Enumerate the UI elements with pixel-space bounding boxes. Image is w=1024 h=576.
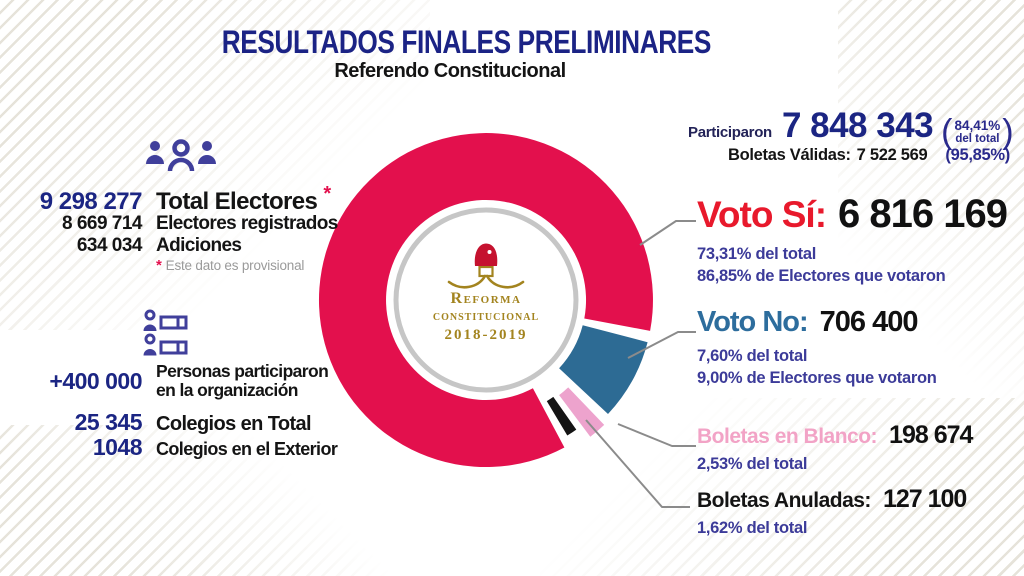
asterisk: * xyxy=(156,257,162,274)
participation-label: Participaron xyxy=(688,124,772,141)
stat-value: 634 034 xyxy=(76,235,143,256)
result-row: Voto No: 706 400 xyxy=(697,306,937,339)
result-label: Boletas Anuladas: xyxy=(697,489,871,512)
result-row: Boletas en Blanco: 198 674 xyxy=(697,421,973,450)
valid-ballots-value: 7 522 569 xyxy=(856,146,928,164)
stat-value: 9 298 277 xyxy=(39,188,143,215)
page-title-text: RESULTADOS FINALES PRELIMINARES xyxy=(221,24,711,60)
result-label: Voto No: xyxy=(697,306,809,338)
page-subtitle: Referendo Constitucional xyxy=(334,60,566,82)
logo-line1: Reforma xyxy=(450,290,522,307)
participation-percent: ( 84,41% del total ) xyxy=(941,113,1014,151)
stat-adiciones: 634 034 Adiciones xyxy=(30,235,242,257)
result-voto-no: Voto No: 706 400 7,60% del total 9,00% d… xyxy=(697,306,937,389)
pct-of-total: 2,53% del total xyxy=(697,455,808,473)
participation-pct: 84,41% xyxy=(954,117,1001,133)
pct-of-voters: 86,85% de Electores que votaron xyxy=(697,267,946,285)
participation-pct-caption: del total xyxy=(955,132,1000,145)
result-value: 127 100 xyxy=(882,485,967,513)
stat-label-text: Total Electores xyxy=(156,188,318,215)
stat-label: Colegios en el Exterior xyxy=(156,439,338,459)
result-value: 198 674 xyxy=(889,421,973,449)
result-label: Boletas en Blanco: xyxy=(697,425,878,448)
phrygian-cap-icon xyxy=(447,243,525,289)
stat-electores-registrados: 8 669 714 Electores registrados xyxy=(30,213,338,235)
stat-label: Adiciones xyxy=(156,235,242,256)
connector-voto-no xyxy=(627,331,696,359)
result-row: Voto Sí: 6 816 169 xyxy=(697,192,1008,237)
pct-of-total: 7,60% del total xyxy=(697,347,808,365)
three-people-icon xyxy=(143,137,219,180)
stat-colegios-exterior: 1048 Colegios en el Exterior xyxy=(30,434,338,461)
stripes-top-right xyxy=(838,0,1024,420)
result-boletas-blanco: Boletas en Blanco: 198 674 2,53% del tot… xyxy=(697,421,973,475)
stat-label: Colegios en Total xyxy=(156,413,312,435)
center-logo: Reforma constitucional 2018-2019 xyxy=(386,289,586,345)
participation-summary: Participaron 7 848 343 ( 84,41% del tota… xyxy=(688,106,1014,151)
participation-value: 7 848 343 xyxy=(781,106,934,145)
result-boletas-anuladas: Boletas Anuladas: 127 100 1,62% del tota… xyxy=(697,485,967,539)
pct-of-voters: 9,00% de Electores que votaron xyxy=(697,369,937,387)
page-title: RESULTADOS FINALES PRELIMINARES xyxy=(106,24,826,61)
pct-of-total: 73,31% del total xyxy=(697,245,816,263)
stat-label: Personas participaron en la organización xyxy=(156,361,329,400)
stat-total-electores: 9 298 277 Total Electores * xyxy=(30,183,331,216)
footnote-text: Este dato es provisional xyxy=(165,258,305,273)
stat-value: 25 345 xyxy=(74,409,143,435)
stat-colegios-total: 25 345 Colegios en Total xyxy=(30,409,312,436)
paren-open: ( xyxy=(941,113,953,151)
result-label: Voto Sí: xyxy=(697,194,827,235)
valid-ballots-label: Boletas Válidas: xyxy=(728,146,851,164)
stat-value: 1048 xyxy=(92,434,143,460)
valid-ballots-percent: (95,85%) xyxy=(945,146,1010,164)
stat-label-line2: en la organización xyxy=(156,380,298,400)
result-row: Boletas Anuladas: 127 100 xyxy=(697,485,967,514)
stat-value: +400 000 xyxy=(49,367,142,394)
valid-ballots-summary: Boletas Válidas: 7 522 569 (95,85%) xyxy=(728,146,1010,165)
stat-value: 8 669 714 xyxy=(61,213,143,234)
stripes-fade xyxy=(838,0,1024,420)
stat-personas-organizacion: +400 000 Personas participaron en la org… xyxy=(30,362,328,400)
result-value: 6 816 169 xyxy=(838,192,1008,236)
people-with-lists-icon xyxy=(142,308,194,365)
result-value: 706 400 xyxy=(819,306,919,338)
stat-label: Electores registrados xyxy=(156,213,338,234)
stat-label: Total Electores * xyxy=(156,183,331,216)
result-voto-si: Voto Sí: 6 816 169 73,31% del total 86,8… xyxy=(697,192,1008,287)
participation-percent-text: 84,41% del total xyxy=(954,117,1001,146)
footnote-provisional: * Este dato es provisional xyxy=(156,257,304,274)
pct-of-total: 1,62% del total xyxy=(697,519,808,537)
asterisk: * xyxy=(323,183,331,205)
paren-close: ) xyxy=(1002,113,1014,151)
logo-line2: constitucional xyxy=(432,309,540,324)
connector-voto-si xyxy=(639,220,696,246)
stat-label-line1: Personas participaron xyxy=(156,361,329,381)
logo-line3: 2018-2019 xyxy=(444,327,528,343)
